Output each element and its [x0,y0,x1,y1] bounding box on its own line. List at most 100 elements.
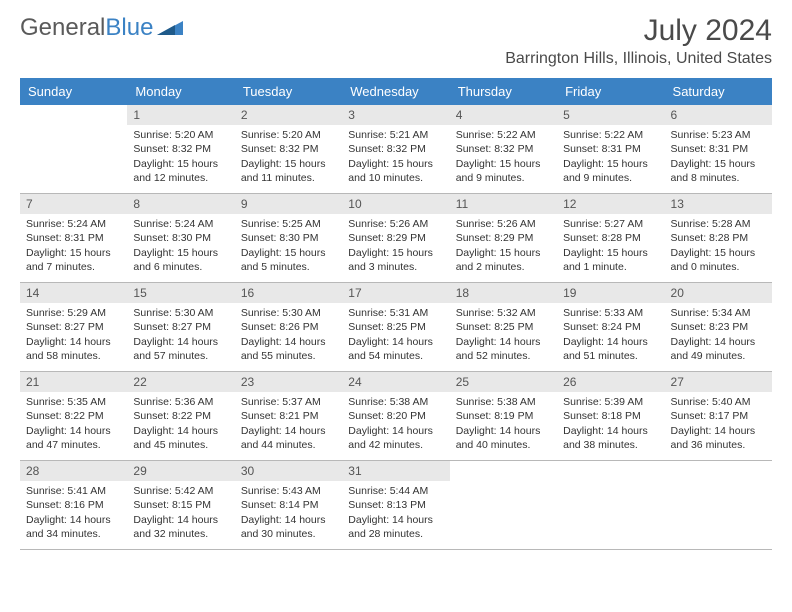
weekday-header-sunday: Sunday [20,78,127,105]
weeks-container: 1Sunrise: 5:20 AMSunset: 8:32 PMDaylight… [20,105,772,550]
daylight-line2: and 44 minutes. [241,438,336,452]
daylight-line1: Daylight: 14 hours [456,424,551,438]
daylight-line1: Daylight: 14 hours [241,424,336,438]
day-number: 14 [20,283,127,303]
location-text: Barrington Hills, Illinois, United State… [505,50,772,68]
sunrise-text: Sunrise: 5:42 AM [133,484,228,498]
daylight-line1: Daylight: 15 hours [671,157,766,171]
day-cell-21: 21Sunrise: 5:35 AMSunset: 8:22 PMDayligh… [20,372,127,460]
day-cell-16: 16Sunrise: 5:30 AMSunset: 8:26 PMDayligh… [235,283,342,371]
empty-day-cell [20,105,127,193]
daylight-line2: and 54 minutes. [348,349,443,363]
sunset-text: Sunset: 8:31 PM [671,142,766,156]
sunrise-text: Sunrise: 5:24 AM [133,217,228,231]
daylight-line2: and 9 minutes. [456,171,551,185]
daylight-line1: Daylight: 14 hours [671,424,766,438]
week-row: 14Sunrise: 5:29 AMSunset: 8:27 PMDayligh… [20,283,772,372]
sunrise-text: Sunrise: 5:22 AM [456,128,551,142]
daylight-line1: Daylight: 15 hours [563,246,658,260]
daylight-line2: and 30 minutes. [241,527,336,541]
sunrise-text: Sunrise: 5:31 AM [348,306,443,320]
day-number: 27 [665,372,772,392]
sunrise-text: Sunrise: 5:43 AM [241,484,336,498]
sunrise-text: Sunrise: 5:30 AM [241,306,336,320]
daylight-line1: Daylight: 15 hours [241,246,336,260]
day-cell-6: 6Sunrise: 5:23 AMSunset: 8:31 PMDaylight… [665,105,772,193]
day-cell-29: 29Sunrise: 5:42 AMSunset: 8:15 PMDayligh… [127,461,234,549]
sunrise-text: Sunrise: 5:27 AM [563,217,658,231]
day-cell-31: 31Sunrise: 5:44 AMSunset: 8:13 PMDayligh… [342,461,449,549]
day-number: 19 [557,283,664,303]
sunset-text: Sunset: 8:24 PM [563,320,658,334]
calendar-grid: SundayMondayTuesdayWednesdayThursdayFrid… [20,78,772,550]
daylight-line1: Daylight: 14 hours [563,335,658,349]
day-cell-27: 27Sunrise: 5:40 AMSunset: 8:17 PMDayligh… [665,372,772,460]
daylight-line1: Daylight: 15 hours [671,246,766,260]
daylight-line1: Daylight: 14 hours [241,335,336,349]
weekday-header-wednesday: Wednesday [342,78,449,105]
sunrise-text: Sunrise: 5:25 AM [241,217,336,231]
daylight-line2: and 6 minutes. [133,260,228,274]
day-number: 4 [450,105,557,125]
day-number: 18 [450,283,557,303]
daylight-line2: and 40 minutes. [456,438,551,452]
daylight-line2: and 3 minutes. [348,260,443,274]
day-cell-17: 17Sunrise: 5:31 AMSunset: 8:25 PMDayligh… [342,283,449,371]
sunrise-text: Sunrise: 5:39 AM [563,395,658,409]
daylight-line2: and 8 minutes. [671,171,766,185]
day-cell-18: 18Sunrise: 5:32 AMSunset: 8:25 PMDayligh… [450,283,557,371]
day-cell-23: 23Sunrise: 5:37 AMSunset: 8:21 PMDayligh… [235,372,342,460]
day-number: 23 [235,372,342,392]
daylight-line2: and 42 minutes. [348,438,443,452]
page-header: GeneralBlue July 2024 Barrington Hills, … [20,14,772,68]
sunset-text: Sunset: 8:16 PM [26,498,121,512]
daylight-line2: and 36 minutes. [671,438,766,452]
sunrise-text: Sunrise: 5:32 AM [456,306,551,320]
daylight-line2: and 32 minutes. [133,527,228,541]
week-row: 1Sunrise: 5:20 AMSunset: 8:32 PMDaylight… [20,105,772,194]
daylight-line1: Daylight: 15 hours [456,157,551,171]
daylight-line1: Daylight: 14 hours [133,513,228,527]
day-cell-20: 20Sunrise: 5:34 AMSunset: 8:23 PMDayligh… [665,283,772,371]
daylight-line1: Daylight: 14 hours [348,424,443,438]
day-cell-30: 30Sunrise: 5:43 AMSunset: 8:14 PMDayligh… [235,461,342,549]
sunset-text: Sunset: 8:31 PM [563,142,658,156]
day-number: 7 [20,194,127,214]
weekday-header-friday: Friday [557,78,664,105]
daylight-line1: Daylight: 14 hours [456,335,551,349]
day-cell-26: 26Sunrise: 5:39 AMSunset: 8:18 PMDayligh… [557,372,664,460]
sunset-text: Sunset: 8:31 PM [26,231,121,245]
day-number: 13 [665,194,772,214]
daylight-line2: and 28 minutes. [348,527,443,541]
week-row: 21Sunrise: 5:35 AMSunset: 8:22 PMDayligh… [20,372,772,461]
sunrise-text: Sunrise: 5:41 AM [26,484,121,498]
day-cell-14: 14Sunrise: 5:29 AMSunset: 8:27 PMDayligh… [20,283,127,371]
daylight-line2: and 2 minutes. [456,260,551,274]
sunrise-text: Sunrise: 5:22 AM [563,128,658,142]
sunset-text: Sunset: 8:29 PM [456,231,551,245]
empty-day-cell [450,461,557,549]
day-number: 25 [450,372,557,392]
daylight-line1: Daylight: 14 hours [26,513,121,527]
sunrise-text: Sunrise: 5:20 AM [133,128,228,142]
daylight-line1: Daylight: 14 hours [671,335,766,349]
daylight-line1: Daylight: 15 hours [456,246,551,260]
daylight-line1: Daylight: 15 hours [348,246,443,260]
daylight-line2: and 57 minutes. [133,349,228,363]
brand-part1: General [20,14,105,42]
sunset-text: Sunset: 8:20 PM [348,409,443,423]
sunrise-text: Sunrise: 5:38 AM [348,395,443,409]
weekday-header-tuesday: Tuesday [235,78,342,105]
day-number: 9 [235,194,342,214]
sunrise-text: Sunrise: 5:29 AM [26,306,121,320]
weekday-header-thursday: Thursday [450,78,557,105]
daylight-line2: and 55 minutes. [241,349,336,363]
daylight-line2: and 49 minutes. [671,349,766,363]
sunset-text: Sunset: 8:32 PM [348,142,443,156]
daylight-line2: and 38 minutes. [563,438,658,452]
sunrise-text: Sunrise: 5:26 AM [456,217,551,231]
day-cell-15: 15Sunrise: 5:30 AMSunset: 8:27 PMDayligh… [127,283,234,371]
month-title: July 2024 [505,14,772,48]
day-cell-25: 25Sunrise: 5:38 AMSunset: 8:19 PMDayligh… [450,372,557,460]
daylight-line2: and 58 minutes. [26,349,121,363]
